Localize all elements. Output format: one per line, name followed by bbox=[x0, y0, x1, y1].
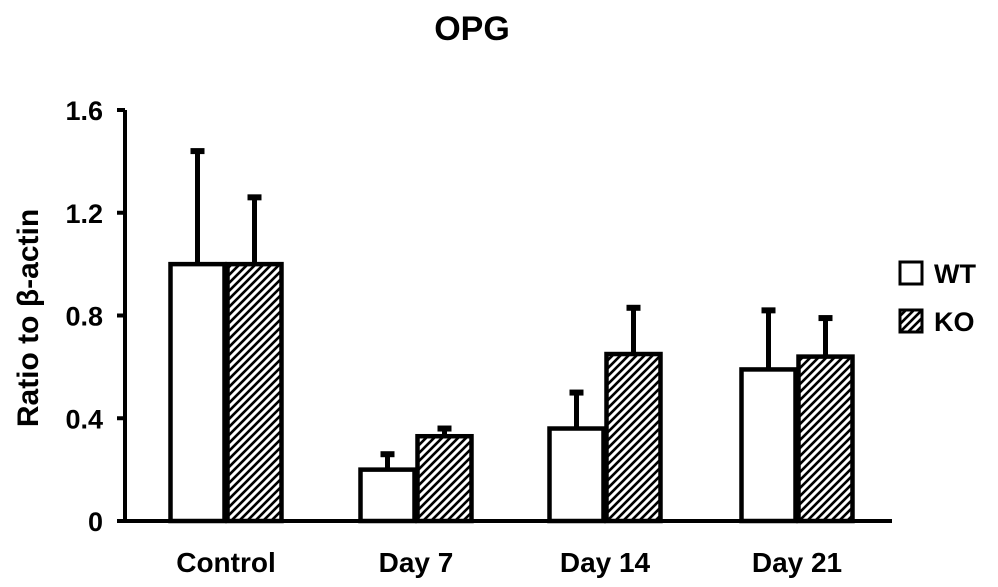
legend-label-wt: WT bbox=[934, 259, 976, 289]
x-tick-label: Control bbox=[176, 547, 276, 578]
legend: WT KO bbox=[898, 259, 976, 337]
x-tick-label: Day 14 bbox=[560, 547, 651, 578]
plot-area: 0 0.4 0.8 1.2 1.6 Control Day 7 Day 14 Day 21 bbox=[65, 96, 892, 578]
bar-wt bbox=[547, 426, 606, 524]
bar-wt bbox=[168, 261, 227, 524]
legend-label-ko: KO bbox=[934, 307, 975, 337]
y-tick-label: 1.6 bbox=[65, 96, 103, 126]
y-tick-label: 0.4 bbox=[65, 404, 103, 434]
bar-ko bbox=[796, 354, 855, 524]
y-axis-label: Ratio to β-actin bbox=[12, 209, 45, 427]
y-tick-label: 1.2 bbox=[65, 199, 103, 229]
bar-wt bbox=[358, 467, 417, 524]
legend-swatch-wt bbox=[898, 260, 924, 286]
legend-swatch-ko bbox=[898, 308, 924, 334]
bar-wt bbox=[739, 367, 798, 524]
chart-title: OPG bbox=[434, 10, 510, 48]
y-tick-label: 0.8 bbox=[65, 302, 103, 332]
y-tick-label: 0 bbox=[88, 507, 103, 537]
bar-ko bbox=[225, 261, 284, 524]
x-tick-label: Day 21 bbox=[752, 547, 842, 578]
bar-ko bbox=[604, 351, 663, 524]
bar-ko bbox=[415, 433, 474, 524]
x-tick-label: Day 7 bbox=[379, 547, 454, 578]
